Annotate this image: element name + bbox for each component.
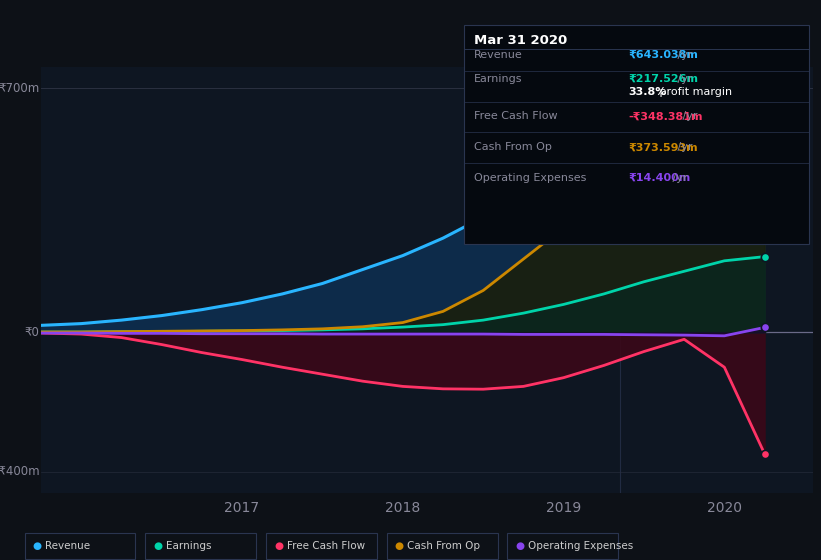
Text: Revenue: Revenue [45, 541, 90, 551]
Text: /yr: /yr [674, 50, 692, 60]
Text: /yr: /yr [669, 173, 687, 183]
Text: ●: ● [274, 541, 283, 551]
Text: /yr: /yr [679, 111, 698, 122]
Text: ●: ● [154, 541, 163, 551]
Text: ₹14.400m: ₹14.400m [628, 173, 690, 183]
Text: Free Cash Flow: Free Cash Flow [474, 111, 557, 122]
Text: ₹700m: ₹700m [0, 82, 39, 95]
Text: ₹373.593m: ₹373.593m [628, 142, 698, 152]
Text: ●: ● [516, 541, 525, 551]
Text: 33.8%: 33.8% [628, 87, 667, 97]
Text: /yr: /yr [674, 142, 692, 152]
Text: Operating Expenses: Operating Expenses [528, 541, 633, 551]
Text: Revenue: Revenue [474, 50, 522, 60]
Text: ₹0: ₹0 [25, 326, 39, 339]
Text: profit margin: profit margin [656, 87, 732, 97]
Text: Cash From Op: Cash From Op [474, 142, 552, 152]
Text: Earnings: Earnings [166, 541, 211, 551]
Text: Cash From Op: Cash From Op [407, 541, 480, 551]
Text: -₹400m: -₹400m [0, 465, 39, 478]
Text: /yr: /yr [674, 74, 692, 84]
Text: ●: ● [395, 541, 404, 551]
Text: Free Cash Flow: Free Cash Flow [287, 541, 365, 551]
Text: ₹217.526m: ₹217.526m [628, 74, 698, 84]
Text: Earnings: Earnings [474, 74, 522, 84]
Text: Mar 31 2020: Mar 31 2020 [474, 34, 567, 47]
Text: Operating Expenses: Operating Expenses [474, 173, 586, 183]
Text: ₹643.038m: ₹643.038m [628, 50, 698, 60]
Text: -₹348.381m: -₹348.381m [628, 111, 703, 122]
Text: ●: ● [33, 541, 42, 551]
